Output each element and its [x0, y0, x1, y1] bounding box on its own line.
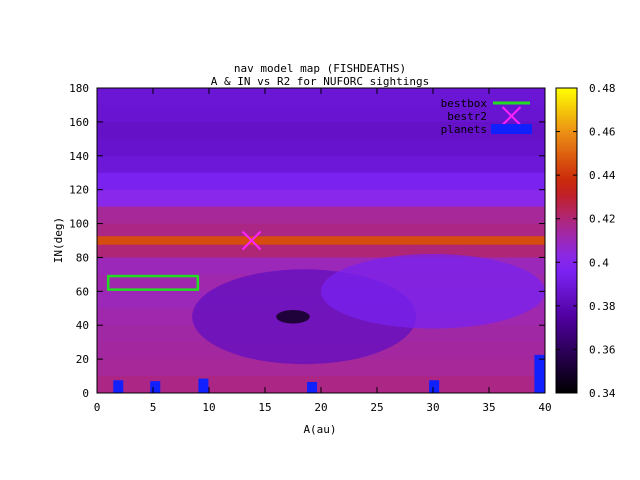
planet-bar	[534, 354, 545, 393]
heatmap-band	[97, 189, 545, 208]
y-tick-label: 180	[69, 82, 89, 95]
y-tick-label: 120	[69, 184, 89, 197]
colorbar-tick-label: 0.34	[589, 387, 616, 400]
colorbar-tick-label: 0.36	[589, 343, 616, 356]
planet-bar	[429, 380, 440, 393]
heatmap-band	[97, 236, 545, 246]
heatmap-band	[97, 155, 545, 174]
x-tick-label: 30	[426, 401, 439, 414]
heatmap-features	[192, 254, 545, 365]
y-tick-label: 60	[76, 285, 89, 298]
x-axis-ticks: 0 5 10 15 20 25 30 35 40	[94, 88, 552, 414]
planet-bar	[307, 381, 318, 393]
x-tick-label: 15	[258, 401, 271, 414]
bestr2-marker	[241, 230, 262, 251]
x-tick-label: 10	[202, 401, 215, 414]
bestbox-marker	[106, 274, 200, 291]
chart-subtitle: A & IN vs R2 for NUFORC sightings	[211, 75, 430, 88]
legend-symbol-bestr2	[501, 106, 522, 126]
x-tick-label: 20	[314, 401, 327, 414]
x-tick-label: 25	[370, 401, 383, 414]
heatmap-band	[97, 172, 545, 191]
heatmap-minimum	[276, 309, 310, 324]
colorbar-tick-label: 0.48	[589, 82, 616, 95]
colorbar-tick-label: 0.4	[589, 256, 609, 269]
y-tick-label: 140	[69, 150, 89, 163]
y-tick-label: 0	[82, 387, 89, 400]
colorbar-ticks: 0.34 0.36 0.38 0.4 0.42 0.44 0.46 0.48	[556, 82, 616, 400]
planet-bar	[198, 378, 209, 393]
heatmap-band	[97, 359, 545, 377]
heatmap-band	[97, 206, 545, 225]
planet-bar	[113, 380, 124, 393]
y-tick-label: 40	[76, 319, 89, 332]
y-tick-label: 80	[76, 251, 89, 264]
x-tick-label: 5	[150, 401, 157, 414]
heatmap-band	[97, 121, 545, 140]
markers-layer	[106, 230, 545, 393]
x-tick-label: 0	[94, 401, 101, 414]
heatmap-low-region	[321, 254, 545, 329]
colorbar	[555, 87, 578, 394]
heatmap-band	[97, 104, 545, 123]
heatmap-band	[97, 138, 545, 157]
legend-label-bestbox: bestbox	[441, 97, 488, 110]
x-axis-label: A(au)	[303, 423, 336, 436]
legend-label-bestr2: bestr2	[447, 110, 487, 123]
x-tick-label: 35	[482, 401, 495, 414]
heatmap-area	[97, 88, 545, 393]
colorbar-tick-label: 0.42	[589, 213, 616, 226]
y-tick-label: 20	[76, 353, 89, 366]
heatmap-band	[97, 223, 545, 237]
legend-label-planets: planets	[441, 123, 487, 136]
planet-bar	[150, 381, 161, 393]
chart-title: nav model map (FISHDEATHS)	[234, 62, 406, 75]
x-tick-label: 40	[538, 401, 551, 414]
y-axis-label: IN(deg)	[52, 217, 65, 263]
legend-symbol-planets	[491, 124, 532, 134]
colorbar-tick-label: 0.38	[589, 300, 616, 313]
y-axis-ticks: 0 20 40 60 80 100 120 140 160 180	[69, 82, 545, 400]
colorbar-tick-label: 0.46	[589, 126, 616, 139]
y-tick-label: 160	[69, 116, 89, 129]
heatmap-band	[97, 244, 545, 258]
y-tick-label: 100	[69, 218, 89, 231]
colorbar-tick-label: 0.44	[589, 169, 616, 182]
